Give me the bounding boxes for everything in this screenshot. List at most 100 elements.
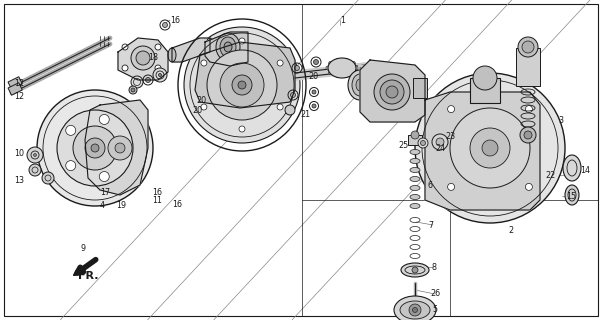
Circle shape	[99, 115, 110, 124]
Ellipse shape	[348, 70, 372, 100]
Circle shape	[184, 27, 300, 143]
Circle shape	[448, 106, 455, 113]
Text: 15: 15	[566, 191, 576, 201]
Polygon shape	[195, 42, 295, 108]
Circle shape	[163, 22, 167, 28]
Circle shape	[232, 75, 252, 95]
Text: 9: 9	[80, 244, 85, 252]
Circle shape	[115, 143, 125, 153]
Ellipse shape	[410, 158, 420, 164]
Text: 2: 2	[508, 226, 513, 235]
Polygon shape	[360, 60, 425, 122]
Circle shape	[522, 41, 534, 53]
Text: 16: 16	[172, 199, 182, 209]
Ellipse shape	[224, 42, 232, 52]
Circle shape	[344, 74, 349, 78]
Polygon shape	[85, 100, 148, 195]
Ellipse shape	[400, 301, 430, 319]
Text: 12: 12	[14, 92, 24, 100]
Circle shape	[329, 71, 333, 75]
Circle shape	[108, 136, 132, 160]
Circle shape	[450, 108, 530, 188]
Circle shape	[336, 74, 340, 78]
Text: 18: 18	[148, 52, 158, 61]
Circle shape	[207, 50, 277, 120]
Text: 5: 5	[432, 306, 437, 315]
Ellipse shape	[410, 149, 420, 155]
Circle shape	[91, 144, 99, 152]
Circle shape	[374, 74, 410, 110]
Circle shape	[526, 106, 532, 113]
Circle shape	[131, 76, 143, 88]
Circle shape	[129, 86, 137, 94]
Text: 20: 20	[196, 95, 206, 105]
Text: 20: 20	[192, 106, 202, 115]
Circle shape	[37, 90, 153, 206]
Circle shape	[34, 154, 37, 156]
Polygon shape	[172, 38, 210, 62]
Text: 3: 3	[558, 116, 563, 124]
Circle shape	[239, 38, 245, 44]
Circle shape	[354, 66, 358, 70]
Circle shape	[57, 110, 133, 186]
Text: 14: 14	[580, 165, 590, 174]
Circle shape	[352, 61, 355, 65]
Circle shape	[277, 104, 283, 110]
Circle shape	[482, 140, 498, 156]
Text: 19: 19	[116, 201, 126, 210]
Circle shape	[201, 60, 207, 66]
Bar	[8, 83, 22, 95]
Text: 13: 13	[14, 175, 24, 185]
Ellipse shape	[216, 33, 240, 61]
Circle shape	[277, 60, 283, 66]
Ellipse shape	[565, 185, 579, 205]
Circle shape	[146, 77, 150, 83]
Text: 4: 4	[100, 201, 105, 210]
Circle shape	[99, 172, 110, 181]
Ellipse shape	[410, 167, 420, 172]
Bar	[8, 77, 22, 89]
Text: 24: 24	[435, 143, 445, 153]
Bar	[413, 78, 427, 98]
Circle shape	[155, 65, 161, 71]
Ellipse shape	[563, 155, 581, 181]
Circle shape	[42, 172, 54, 184]
Circle shape	[155, 44, 161, 50]
Circle shape	[415, 73, 565, 223]
Circle shape	[411, 131, 419, 139]
Circle shape	[136, 51, 150, 65]
Text: 12: 12	[14, 78, 24, 87]
Circle shape	[220, 63, 264, 107]
Text: 20: 20	[308, 71, 318, 81]
Circle shape	[352, 71, 355, 75]
Circle shape	[29, 164, 41, 176]
Circle shape	[448, 183, 455, 190]
Ellipse shape	[220, 37, 236, 57]
Ellipse shape	[401, 263, 429, 277]
Circle shape	[85, 138, 105, 158]
Circle shape	[409, 304, 421, 316]
Circle shape	[518, 37, 538, 57]
Bar	[408, 135, 422, 145]
Text: 25: 25	[398, 140, 408, 149]
Circle shape	[312, 104, 316, 108]
Text: 8: 8	[432, 262, 437, 271]
Circle shape	[153, 68, 167, 82]
Ellipse shape	[356, 79, 364, 91]
Circle shape	[524, 131, 532, 139]
Circle shape	[294, 66, 300, 70]
Circle shape	[470, 128, 510, 168]
Ellipse shape	[206, 38, 214, 52]
Circle shape	[73, 126, 117, 170]
Text: 26: 26	[430, 290, 440, 299]
Circle shape	[326, 66, 330, 70]
Bar	[516, 48, 540, 86]
Circle shape	[201, 104, 207, 110]
Circle shape	[66, 161, 76, 171]
Polygon shape	[205, 32, 248, 66]
Ellipse shape	[352, 74, 368, 96]
Circle shape	[432, 134, 448, 150]
Circle shape	[27, 147, 43, 163]
Ellipse shape	[410, 186, 420, 190]
Polygon shape	[118, 38, 168, 80]
